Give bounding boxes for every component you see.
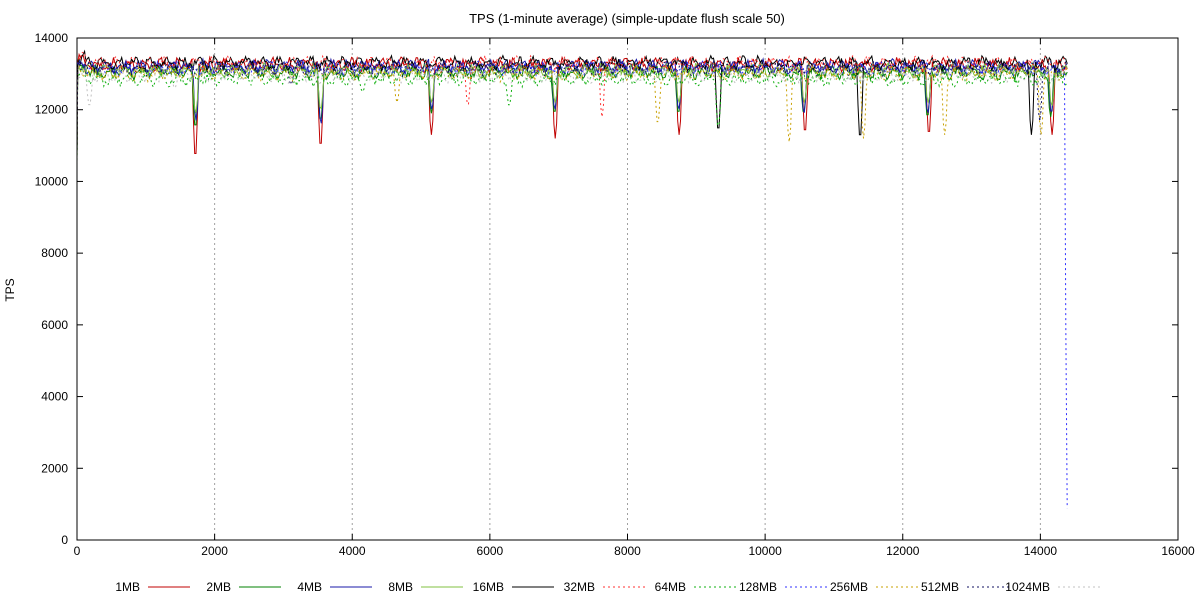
x-tick-label: 4000 [339,544,366,558]
x-tick-label: 12000 [886,544,920,558]
series-lines [76,49,1068,509]
series-line-8mb [76,61,1068,157]
legend-label: 256MB [830,580,868,594]
legend-label: 64MB [655,580,686,594]
legend-label: 32MB [564,580,595,594]
series-line-256mb [76,63,1068,160]
y-tick-label: 4000 [41,390,68,404]
x-tick-label: 2000 [201,544,228,558]
y-tick-label: 8000 [41,246,68,260]
x-tick-label: 14000 [1024,544,1058,558]
y-tick-label: 12000 [35,103,69,117]
legend-label: 128MB [739,580,777,594]
axis-ticks: 0 2000 4000 6000 8000 10000 12000 14000 16000 0 20… [35,31,1195,558]
x-grid-lines [214,38,1041,540]
x-tick-label: 8000 [614,544,641,558]
legend: 1MB 2MB 4MB 8MB 16MB 32MB 64MB 128MB 256MB 512MB 1… [115,580,1100,594]
x-tick-label: 0 [74,544,81,558]
y-tick-label: 0 [61,533,68,547]
legend-label: 16MB [473,580,504,594]
legend-label: 2MB [206,580,231,594]
y-tick-label: 14000 [35,31,69,45]
x-tick-label: 16000 [1161,544,1195,558]
x-tick-label: 6000 [477,544,504,558]
legend-label: 8MB [388,580,413,594]
series-line-128mb [76,58,1068,509]
y-tick-label: 10000 [35,174,69,188]
x-tick-label: 10000 [748,544,782,558]
y-axis-label: TPS [3,278,17,301]
y-tick-label: 2000 [41,461,68,475]
legend-label: 1024MB [1005,580,1050,594]
series-line-16mb [76,49,1068,150]
y-tick-label: 6000 [41,318,68,332]
legend-label: 512MB [921,580,959,594]
chart-title: TPS (1-minute average) (simple-update fl… [469,11,785,26]
series-line-1024mb [76,65,1068,162]
legend-label: 4MB [297,580,322,594]
legend-label: 1MB [115,580,140,594]
